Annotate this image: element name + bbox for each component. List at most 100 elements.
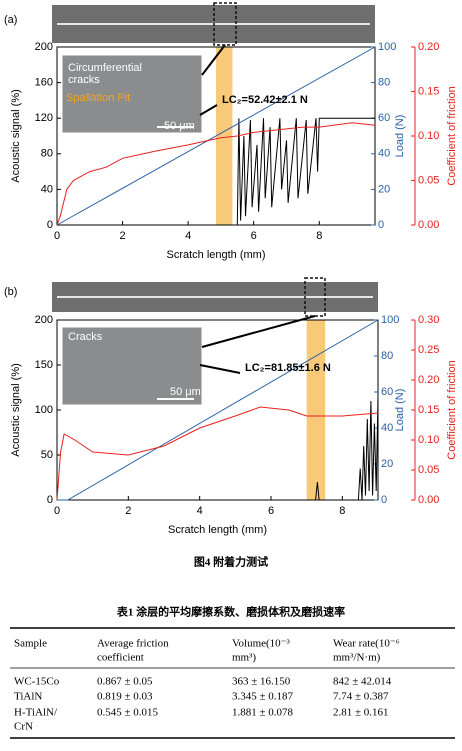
critical-band bbox=[306, 320, 326, 500]
table-cell: coefficient bbox=[97, 652, 144, 664]
table-cell: Wear rate(10⁻⁶ bbox=[333, 638, 400, 650]
table-cell: mm³/N·m) bbox=[333, 652, 381, 664]
sem-inset bbox=[61, 326, 203, 406]
y3-tick-label: 0.10 bbox=[418, 130, 439, 142]
x-tick-label: 2 bbox=[125, 505, 131, 517]
y-tick-label: 40 bbox=[41, 183, 53, 195]
table-cell: 7.74 ± 0.387 bbox=[333, 691, 389, 703]
y3-tick-label: 0.25 bbox=[418, 344, 439, 356]
table-cell: Average friction bbox=[97, 638, 169, 650]
arrow bbox=[199, 364, 241, 374]
x-tick-label: 8 bbox=[339, 505, 345, 517]
arrow bbox=[201, 44, 226, 76]
critical-load-label: LC₂=52.42±2.1 N bbox=[222, 94, 308, 106]
y3-tick-label: 0.20 bbox=[418, 41, 439, 53]
x-tick-label: 2 bbox=[120, 230, 126, 242]
y2-axis-label: Load (N) bbox=[394, 115, 406, 158]
x-tick-label: 0 bbox=[54, 505, 60, 517]
y2-tick-label: 60 bbox=[381, 386, 393, 398]
x-tick-label: 6 bbox=[268, 505, 274, 517]
data-line bbox=[56, 406, 379, 501]
table-cell: TiAlN bbox=[14, 691, 42, 703]
y2-tick-label: 80 bbox=[378, 77, 390, 89]
y2-tick-label: 0 bbox=[381, 494, 387, 506]
inset-label: Spallation Pit bbox=[66, 92, 130, 104]
x-tick-label: 6 bbox=[251, 230, 257, 242]
x-tick-label: 8 bbox=[316, 230, 322, 242]
table-cell: 2.81 ± 0.161 bbox=[333, 707, 389, 719]
inset-label: cracks bbox=[68, 74, 100, 86]
figure-caption: 图4 附着力测试 bbox=[194, 555, 268, 569]
y3-tick-label: 0.10 bbox=[418, 434, 439, 446]
y2-tick-label: 80 bbox=[381, 350, 393, 362]
data-line bbox=[56, 46, 376, 226]
y2-tick-label: 20 bbox=[378, 183, 390, 195]
table-title: 表1 涂层的平均摩擦系数、磨损体积及磨损速率 bbox=[116, 605, 345, 619]
sem-inset bbox=[61, 54, 203, 134]
table-cell: 0.867 ± 0.05 bbox=[97, 676, 153, 688]
y-axis-label: Acoustic signal (%) bbox=[10, 363, 22, 457]
data-line bbox=[57, 319, 379, 501]
y2-tick-label: 100 bbox=[378, 41, 396, 53]
y3-axis-label: Coefficient of friction bbox=[446, 86, 458, 185]
table-cell: CrN bbox=[14, 721, 33, 733]
panel-label: (b) bbox=[4, 286, 17, 298]
y3-tick-label: 0.30 bbox=[418, 314, 439, 326]
critical-load-label: LC₂=81.85±1.6 N bbox=[245, 362, 331, 374]
y2-tick-label: 40 bbox=[381, 422, 393, 434]
y2-axis-label: Load (N) bbox=[394, 389, 406, 432]
y3-tick-label: 0.00 bbox=[418, 494, 439, 506]
y3-axis-label: Coefficient of friction bbox=[446, 360, 458, 459]
table-cell: 842 ± 42.014 bbox=[333, 676, 392, 688]
y3-tick-label: 0.15 bbox=[418, 85, 439, 97]
y-tick-label: 150 bbox=[35, 359, 53, 371]
y3-tick-label: 0.20 bbox=[418, 374, 439, 386]
y3-tick-label: 0.00 bbox=[418, 219, 439, 231]
y3-tick-label: 0.05 bbox=[418, 464, 439, 476]
y2-tick-label: 40 bbox=[378, 148, 390, 160]
arrow bbox=[201, 315, 316, 348]
y-tick-label: 0 bbox=[47, 494, 53, 506]
table-cell: Sample bbox=[14, 638, 47, 650]
inset-label: Circumferential bbox=[68, 62, 142, 74]
panel-label: (a) bbox=[4, 14, 17, 26]
table-cell: 0.819 ± 0.03 bbox=[97, 691, 153, 703]
table-cell: Volume(10⁻³ bbox=[232, 638, 290, 650]
y3-tick-label: 0.15 bbox=[418, 404, 439, 416]
y3-tick-label: 0.05 bbox=[418, 174, 439, 186]
table-cell: 363 ± 16.150 bbox=[232, 676, 291, 688]
table-cell: WC-15Co bbox=[14, 676, 60, 688]
data-line bbox=[57, 396, 379, 501]
data-line bbox=[56, 122, 376, 226]
y2-tick-label: 100 bbox=[381, 314, 399, 326]
x-axis-label: Scratch length (mm) bbox=[168, 524, 267, 536]
table-cell: mm³) bbox=[232, 652, 256, 664]
y-tick-label: 160 bbox=[35, 77, 53, 89]
table-cell: H-TiAlN/ bbox=[14, 707, 58, 719]
inset-label: Cracks bbox=[68, 331, 103, 343]
table-cell: 0.545 ± 0.015 bbox=[97, 707, 159, 719]
table-cell: 1.881 ± 0.078 bbox=[232, 707, 294, 719]
y-tick-label: 200 bbox=[35, 314, 53, 326]
y-tick-label: 80 bbox=[41, 148, 53, 160]
x-tick-label: 4 bbox=[185, 230, 191, 242]
inset-label: 50 μm bbox=[164, 120, 195, 132]
y2-tick-label: 20 bbox=[381, 458, 393, 470]
y-tick-label: 100 bbox=[35, 404, 53, 416]
y-axis-label: Acoustic signal (%) bbox=[10, 89, 22, 183]
y-tick-label: 120 bbox=[35, 112, 53, 124]
data-line bbox=[57, 117, 375, 226]
x-tick-label: 4 bbox=[197, 505, 203, 517]
table-cell: 3.345 ± 0.187 bbox=[232, 691, 294, 703]
arrow bbox=[199, 104, 218, 116]
y-tick-label: 50 bbox=[41, 449, 53, 461]
y2-tick-label: 60 bbox=[378, 112, 390, 124]
y2-tick-label: 0 bbox=[378, 219, 384, 231]
x-axis-label: Scratch length (mm) bbox=[166, 249, 265, 261]
x-tick-label: 0 bbox=[54, 230, 60, 242]
critical-band bbox=[216, 47, 233, 225]
inset-label: 50 μm bbox=[170, 386, 201, 398]
y-tick-label: 200 bbox=[35, 41, 53, 53]
y-tick-label: 0 bbox=[47, 219, 53, 231]
